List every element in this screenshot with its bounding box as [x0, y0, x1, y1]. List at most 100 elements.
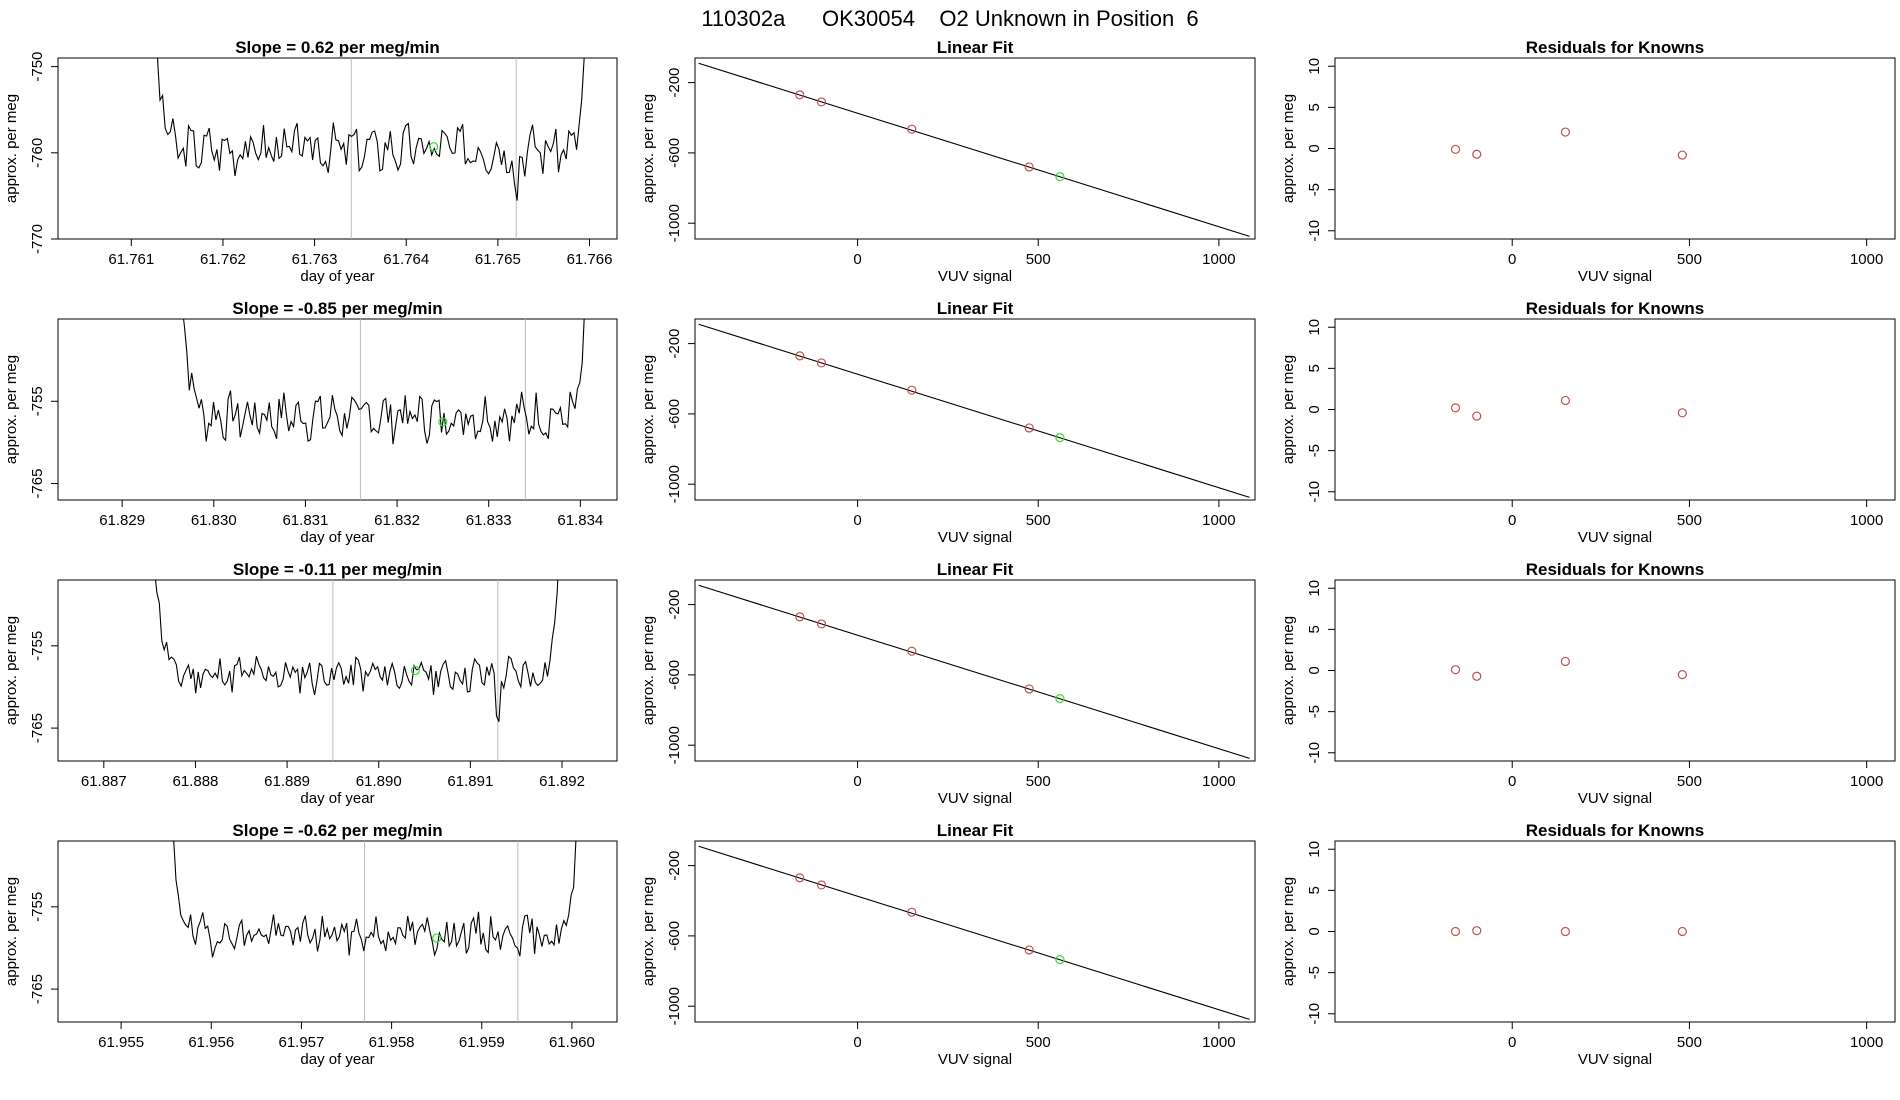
y-tick-label: -755: [29, 386, 46, 416]
x-tick-label: 1000: [1850, 512, 1883, 529]
panel-title: Residuals for Knowns: [1526, 299, 1705, 318]
x-tick-label: 0: [1508, 251, 1516, 268]
plot-frame: [1334, 57, 1896, 240]
x-axis-label: VUV signal: [1578, 268, 1652, 285]
known-point: [795, 612, 805, 622]
x-axis-label: VUV signal: [938, 268, 1012, 285]
known-point: [1560, 656, 1570, 667]
x-tick-label: 61.765: [475, 251, 521, 268]
x-axis-label: VUV signal: [938, 529, 1012, 546]
x-tick-label: 61.833: [466, 512, 512, 529]
y-tick-label: -1000: [666, 987, 683, 1025]
known-point: [1560, 127, 1570, 137]
panel-2-0: Slope = -0.11 per meg/min 61.887 61.888 61.…: [3, 560, 618, 807]
y-tick-label: -600: [666, 921, 683, 951]
known-point: [1677, 670, 1687, 680]
known-point: [816, 880, 827, 890]
plot-frame: [694, 57, 1256, 240]
x-tick-label: 61.892: [539, 773, 585, 790]
unknown-point: [410, 665, 420, 676]
x-tick-label: 0: [1508, 512, 1516, 529]
known-point: [907, 907, 917, 917]
plot-frame: [1334, 840, 1896, 1023]
plot-frame: [57, 318, 618, 501]
known-point: [1677, 408, 1687, 418]
x-tick-label: 500: [1026, 773, 1051, 790]
panel-0-0: Slope = 0.62 per meg/min 61.761 61.762 61.7…: [3, 38, 618, 285]
known-point: [1472, 671, 1482, 681]
panel-3-1: Linear Fit 0 500 1000 VUV signal -1000 -600 -20…: [640, 821, 1256, 1068]
known-point: [1472, 149, 1482, 159]
panel-0-2: Residuals for Knowns 0 500 1000 VUV signal -1…: [1280, 38, 1896, 285]
x-tick-label: 61.957: [278, 1034, 324, 1051]
x-tick-label: 61.834: [557, 512, 603, 529]
data-trace: [182, 319, 585, 445]
x-axis-label: VUV signal: [1578, 529, 1652, 546]
x-tick-label: 61.887: [81, 773, 127, 790]
unknown-point: [1055, 433, 1065, 443]
x-tick-label: 500: [1026, 1034, 1051, 1051]
plot-frame: [1334, 579, 1896, 762]
known-point: [1560, 395, 1570, 406]
y-tick-label: -750: [29, 52, 46, 82]
plot-area: [1450, 395, 1687, 421]
panel-1-2: Residuals for Knowns 0 500 1000 VUV signal -1…: [1280, 299, 1896, 546]
x-axis-label: VUV signal: [1578, 790, 1652, 807]
y-tick-label: -755: [29, 892, 46, 922]
plot-area: [182, 319, 585, 500]
y-tick-label: 0: [1306, 405, 1323, 413]
plot-area: [698, 323, 1250, 498]
x-axis-label: day of year: [300, 790, 374, 807]
y-tick-label: 10: [1306, 58, 1323, 75]
panel-3-2: Residuals for Knowns 0 500 1000 VUV signal -1…: [1280, 821, 1896, 1068]
x-tick-label: 61.762: [200, 251, 246, 268]
x-tick-label: 500: [1677, 512, 1702, 529]
known-point: [1472, 926, 1482, 936]
y-tick-label: 10: [1306, 319, 1323, 336]
known-point: [795, 90, 805, 100]
y-axis-label: approx. per meg: [3, 355, 20, 464]
panel-title: Linear Fit: [937, 38, 1014, 57]
y-tick-label: -10: [1306, 1003, 1323, 1025]
panel-title: Slope = -0.62 per meg/min: [232, 821, 442, 840]
y-axis-label: approx. per meg: [3, 616, 20, 725]
x-tick-label: 1000: [1202, 1034, 1235, 1051]
y-tick-label: -200: [666, 851, 683, 881]
known-point: [795, 351, 805, 361]
plot-area: [1450, 127, 1687, 160]
panel-3-0: Slope = -0.62 per meg/min 61.955 61.956 61.…: [3, 821, 618, 1068]
y-axis-label: approx. per meg: [640, 616, 657, 725]
known-point: [816, 97, 827, 107]
known-point: [1024, 945, 1034, 955]
y-tick-label: 5: [1306, 625, 1323, 633]
x-tick-label: 61.888: [173, 773, 219, 790]
unknown-point: [1055, 955, 1065, 965]
x-tick-label: 61.959: [459, 1034, 505, 1051]
x-tick-label: 1000: [1850, 773, 1883, 790]
y-tick-label: -5: [1306, 183, 1323, 196]
panel-title: Slope = 0.62 per meg/min: [235, 38, 440, 57]
known-point: [1450, 403, 1461, 413]
fit-line: [698, 323, 1250, 498]
x-tick-label: 61.960: [549, 1034, 595, 1051]
plot-area: [1450, 926, 1687, 937]
y-tick-label: 10: [1306, 841, 1323, 858]
x-tick-label: 61.764: [383, 251, 429, 268]
panel-1-1: Linear Fit 0 500 1000 VUV signal -1000 -600 -20…: [640, 299, 1256, 546]
fit-line: [698, 584, 1250, 759]
y-tick-label: -1000: [666, 726, 683, 764]
y-tick-label: -10: [1306, 220, 1323, 242]
plot-frame: [1334, 318, 1896, 501]
known-point: [1677, 150, 1687, 160]
x-tick-label: 0: [853, 1034, 861, 1051]
x-tick-label: 1000: [1850, 1034, 1883, 1051]
y-axis-label: approx. per meg: [1280, 877, 1297, 986]
y-tick-label: -600: [666, 138, 683, 168]
y-tick-label: -770: [29, 224, 46, 254]
x-axis-label: day of year: [300, 1051, 374, 1068]
plot-area: [698, 62, 1250, 237]
y-tick-label: -5: [1306, 705, 1323, 718]
x-tick-label: 0: [853, 251, 861, 268]
known-point: [1024, 684, 1034, 694]
